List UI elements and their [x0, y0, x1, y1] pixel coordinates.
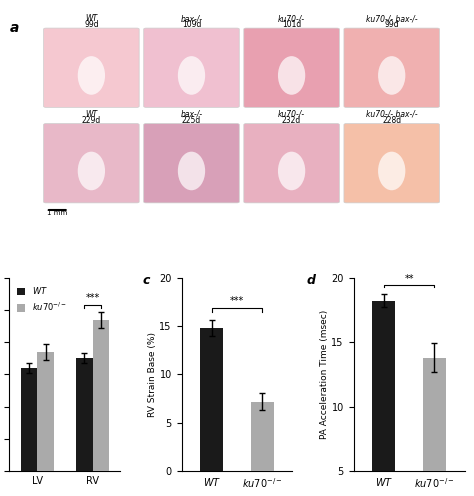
FancyBboxPatch shape	[44, 124, 139, 203]
Text: 232d: 232d	[282, 116, 301, 124]
Text: 225d: 225d	[182, 116, 201, 124]
Bar	[201, 328, 223, 471]
Y-axis label: RV Strain Base (%): RV Strain Base (%)	[147, 332, 156, 417]
Text: d: d	[307, 274, 316, 287]
Bar	[37, 352, 54, 471]
Text: 228d: 228d	[382, 116, 401, 124]
Text: ku70-/- bax-/-: ku70-/- bax-/-	[366, 110, 418, 119]
Text: 101d: 101d	[282, 20, 301, 29]
Ellipse shape	[278, 152, 305, 190]
Bar	[93, 319, 109, 471]
Text: **: **	[404, 274, 414, 284]
Y-axis label: PA Acceleration Time (msec): PA Acceleration Time (msec)	[319, 310, 328, 439]
Text: c: c	[143, 274, 150, 287]
Text: WT: WT	[85, 14, 98, 23]
Text: ku70-/-: ku70-/-	[278, 14, 305, 23]
Bar	[423, 358, 446, 496]
Text: bax-/-: bax-/-	[181, 110, 202, 119]
FancyBboxPatch shape	[244, 28, 339, 107]
Bar	[373, 301, 395, 496]
Bar	[251, 402, 273, 471]
Ellipse shape	[378, 56, 405, 95]
Text: 99d: 99d	[384, 20, 399, 29]
FancyBboxPatch shape	[344, 124, 439, 203]
Ellipse shape	[178, 56, 205, 95]
Ellipse shape	[78, 152, 105, 190]
Legend: $\it{WT}$, $ku70^{-/-}$: $\it{WT}$, $ku70^{-/-}$	[14, 282, 71, 316]
Text: 229d: 229d	[82, 116, 101, 124]
Text: ***: ***	[230, 296, 244, 306]
Text: WT: WT	[85, 110, 98, 119]
FancyBboxPatch shape	[144, 28, 239, 107]
Ellipse shape	[278, 56, 305, 95]
FancyBboxPatch shape	[244, 124, 339, 203]
FancyBboxPatch shape	[44, 28, 139, 107]
FancyBboxPatch shape	[344, 28, 439, 107]
Text: 99d: 99d	[84, 20, 99, 29]
Text: ku70-/-: ku70-/-	[278, 110, 305, 119]
Text: 1 mm: 1 mm	[47, 210, 67, 216]
Text: 109d: 109d	[182, 20, 201, 29]
Text: a: a	[9, 21, 19, 35]
Text: bax-/-: bax-/-	[181, 14, 202, 23]
Text: ***: ***	[86, 294, 100, 304]
Text: ku70-/- bax-/-: ku70-/- bax-/-	[366, 14, 418, 23]
Ellipse shape	[378, 152, 405, 190]
Ellipse shape	[78, 56, 105, 95]
Bar	[20, 368, 37, 471]
Ellipse shape	[178, 152, 205, 190]
FancyBboxPatch shape	[144, 124, 239, 203]
Bar	[76, 358, 93, 471]
